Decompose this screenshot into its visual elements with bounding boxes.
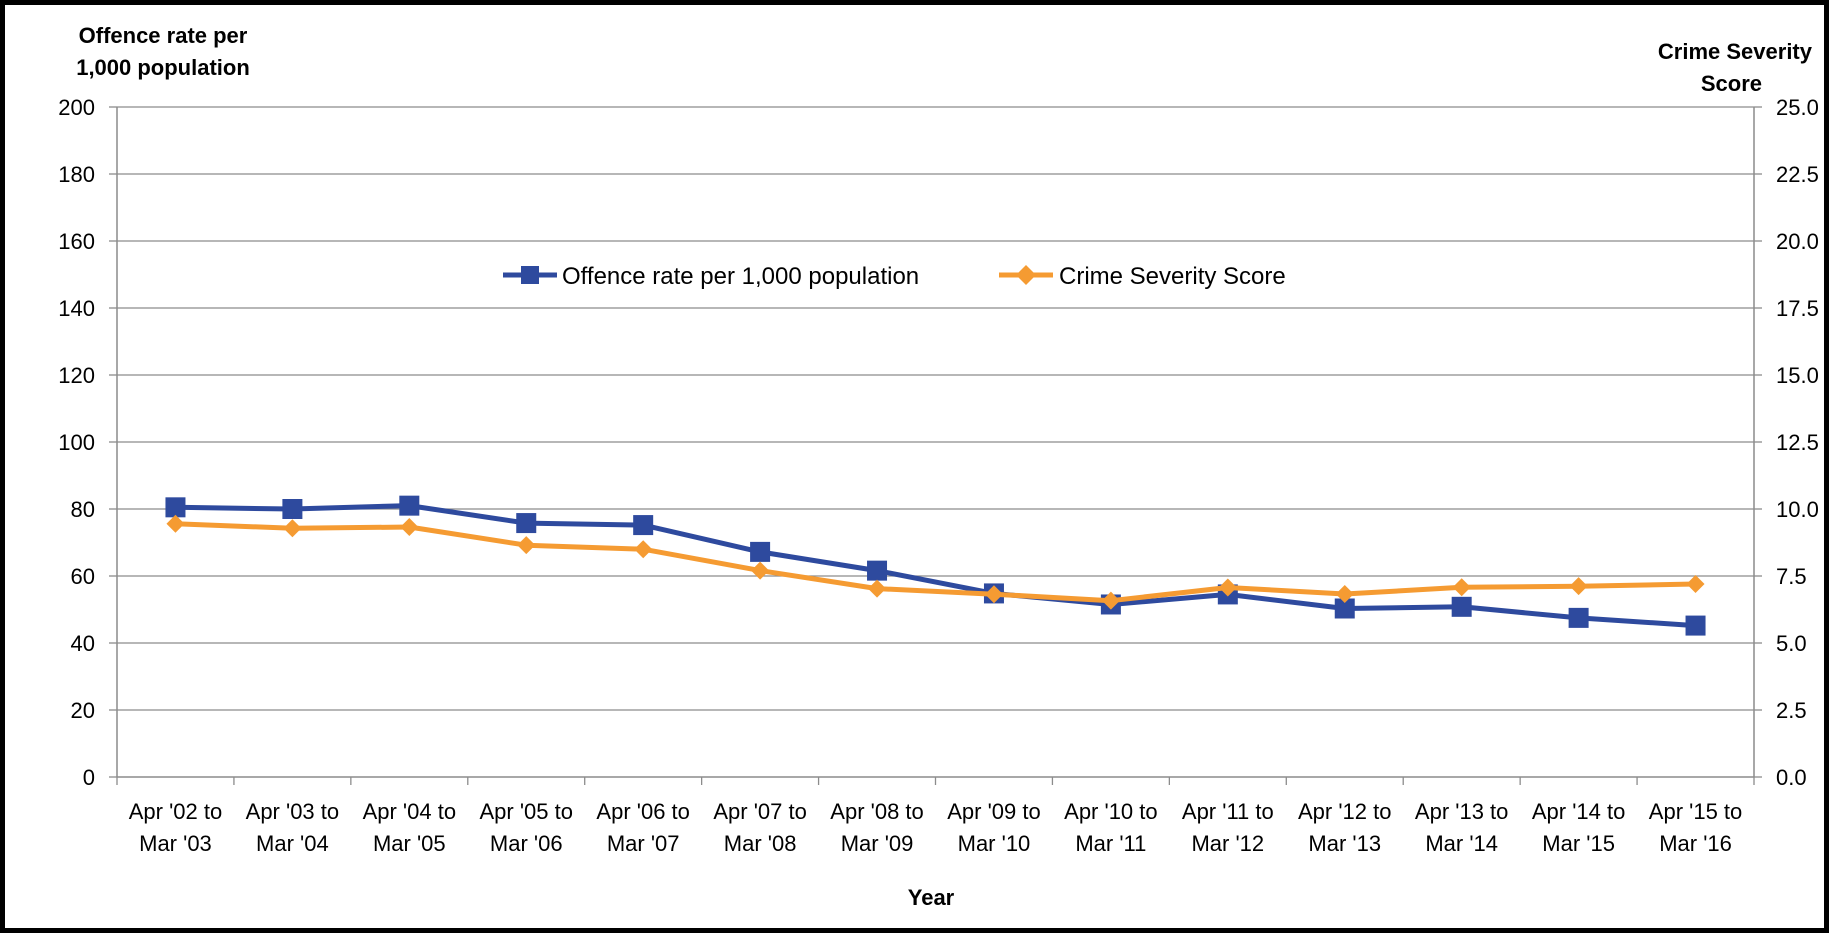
right-tick-label: 22.5: [1776, 162, 1819, 187]
data-point-offence-rate: [750, 541, 771, 562]
left-tick-label: 180: [58, 162, 95, 187]
left-tick-label: 140: [58, 296, 95, 321]
x-tick-label: Apr '08 to: [830, 799, 923, 824]
right-tick-label: 2.5: [1776, 698, 1807, 723]
data-point-crime-severity: [166, 514, 185, 533]
x-tick-label: Apr '05 to: [480, 799, 573, 824]
data-point-crime-severity: [1686, 575, 1705, 594]
data-point-crime-severity: [984, 585, 1003, 604]
left-axis-title-line2: 1,000 population: [76, 55, 250, 80]
legend-marker-diamond: [1016, 265, 1036, 285]
x-tick-label: Mar '09: [841, 831, 914, 856]
series-line-offence-rate: [175, 503, 1696, 629]
left-tick-label: 120: [58, 363, 95, 388]
right-axis-ticks: 0.0 2.5 5.0 7.5 10.0 12.5 15.0 17.5 20.0 22.5 25.0: [1776, 95, 1819, 790]
data-point-crime-severity: [1101, 591, 1120, 610]
left-tick-label: 160: [58, 229, 95, 254]
legend-marker-square: [521, 266, 539, 284]
series-layer: [165, 495, 1706, 636]
data-point-offence-rate: [165, 497, 186, 518]
left-tick-label: 0: [83, 765, 95, 790]
x-tick-label: Mar '15: [1542, 831, 1615, 856]
data-point-crime-severity: [400, 517, 419, 536]
x-tick-label: Mar '05: [373, 831, 446, 856]
x-tick-label: Apr '14 to: [1532, 799, 1625, 824]
left-tick-label: 100: [58, 430, 95, 455]
x-tick-label: Apr '10 to: [1064, 799, 1157, 824]
left-tick-label: 60: [71, 564, 95, 589]
x-tick-label: Apr '04 to: [363, 799, 456, 824]
data-point-offence-rate: [282, 499, 303, 519]
line-chart: 0 20 40 60 80 100 120 140 160 180 200 0.0 2.5 5.0 7.5…: [58, 23, 1819, 910]
legend-label-crime-severity: Crime Severity Score: [1059, 263, 1286, 290]
legend: Offence rate per 1,000 population Crime …: [503, 263, 1286, 290]
x-tick-label: Mar '08: [724, 831, 797, 856]
left-tick-label: 40: [71, 631, 95, 656]
left-tick-label: 20: [71, 698, 95, 723]
x-tick-label: Mar '10: [958, 831, 1031, 856]
legend-item-crime-severity: Crime Severity Score: [999, 263, 1286, 290]
right-tick-label: 10.0: [1776, 497, 1819, 522]
left-axis-ticks: 0 20 40 60 80 100 120 140 160 180 200: [58, 95, 95, 790]
x-tick-label: Apr '12 to: [1298, 799, 1391, 824]
x-tick-label: Mar '11: [1075, 831, 1146, 856]
x-tick-label: Apr '13 to: [1415, 799, 1508, 824]
x-tick-label: Apr '15 to: [1649, 799, 1742, 824]
data-point-crime-severity: [634, 540, 653, 559]
data-point-offence-rate: [1568, 607, 1589, 628]
x-tick-label: Apr '11 to: [1182, 799, 1274, 824]
data-point-offence-rate: [867, 560, 888, 581]
x-tick-label: Mar '14: [1425, 831, 1498, 856]
x-axis-title: Year: [908, 885, 955, 910]
data-point-crime-severity: [1335, 584, 1354, 603]
x-tick-label: Apr '03 to: [246, 799, 339, 824]
x-tick-label: Apr '07 to: [713, 799, 806, 824]
right-tick-label: 0.0: [1776, 765, 1807, 790]
series-line-crime-severity: [175, 521, 1696, 604]
right-tick-label: 20.0: [1776, 229, 1819, 254]
x-tick-label: Mar '04: [256, 831, 329, 856]
x-axis-ticks: Apr '02 to Mar '03 Apr '03 to Mar '04 Apr '0…: [129, 799, 1743, 856]
data-point-offence-rate: [399, 495, 420, 516]
data-point-offence-rate: [633, 515, 654, 536]
data-point-crime-severity: [283, 519, 302, 538]
data-point-crime-severity: [517, 536, 536, 555]
gridlines: [117, 106, 1754, 711]
x-tick-label: Mar '03: [139, 831, 212, 856]
legend-item-offence-rate: Offence rate per 1,000 population: [503, 263, 919, 290]
data-point-crime-severity: [1218, 578, 1237, 597]
data-point-offence-rate: [1451, 596, 1472, 617]
right-tick-label: 5.0: [1776, 631, 1807, 656]
data-point-offence-rate: [1334, 598, 1355, 619]
data-point-crime-severity: [751, 561, 770, 580]
x-tick-label: Mar '07: [607, 831, 680, 856]
right-axis-title-line2: Score: [1701, 71, 1762, 96]
x-tick-label: Apr '06 to: [596, 799, 689, 824]
data-point-offence-rate: [516, 513, 537, 534]
data-point-crime-severity: [1569, 577, 1588, 596]
axes: [109, 106, 1762, 785]
right-axis-title-line1: Crime Severity: [1658, 39, 1813, 64]
right-tick-label: 25.0: [1776, 95, 1819, 120]
left-axis-title-line1: Offence rate per: [79, 23, 248, 48]
right-tick-label: 17.5: [1776, 296, 1819, 321]
legend-label-offence-rate: Offence rate per 1,000 population: [562, 263, 919, 290]
x-tick-label: Mar '13: [1308, 831, 1381, 856]
left-tick-label: 200: [58, 95, 95, 120]
right-tick-label: 7.5: [1776, 564, 1807, 589]
data-point-offence-rate: [1685, 615, 1706, 636]
x-tick-label: Mar '06: [490, 831, 563, 856]
left-tick-label: 80: [71, 497, 95, 522]
right-tick-label: 12.5: [1776, 430, 1819, 455]
x-tick-label: Mar '16: [1659, 831, 1732, 856]
x-tick-label: Apr '09 to: [947, 799, 1040, 824]
data-point-crime-severity: [868, 579, 887, 598]
x-tick-label: Mar '12: [1191, 831, 1264, 856]
data-point-crime-severity: [1452, 578, 1471, 597]
x-tick-label: Apr '02 to: [129, 799, 222, 824]
right-tick-label: 15.0: [1776, 363, 1819, 388]
